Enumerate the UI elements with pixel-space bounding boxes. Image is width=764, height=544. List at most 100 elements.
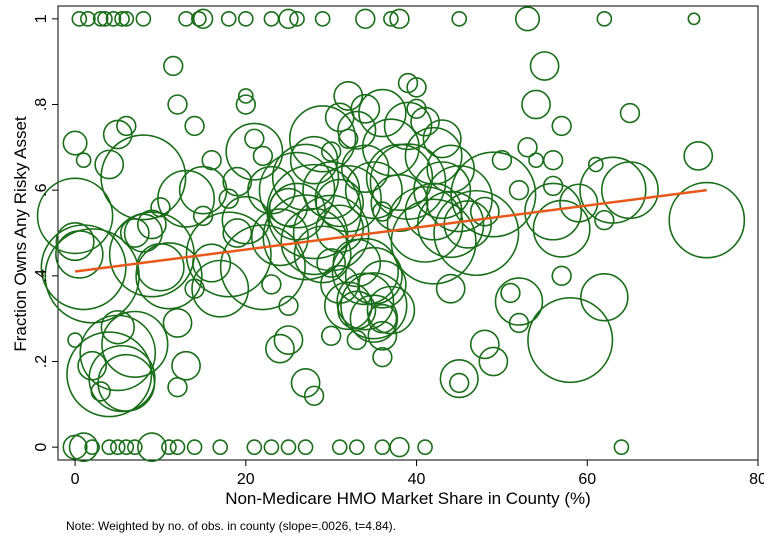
- data-point: [109, 439, 126, 455]
- data-point: [500, 282, 521, 304]
- data-point: [390, 198, 477, 285]
- data-point: [358, 88, 407, 138]
- data-point: [579, 156, 647, 224]
- data-point: [320, 264, 360, 304]
- data-point: [278, 295, 299, 317]
- data-point: [261, 274, 282, 295]
- data-point: [417, 439, 433, 455]
- data-point: [191, 11, 207, 27]
- data-point: [258, 151, 336, 229]
- data-point: [169, 439, 186, 455]
- data-point: [366, 285, 416, 335]
- data-point: [422, 119, 462, 159]
- data-point: [600, 161, 659, 220]
- data-point: [293, 225, 352, 284]
- data-point: [508, 179, 530, 201]
- data-point: [119, 218, 150, 248]
- data-point: [101, 310, 169, 379]
- data-point: [55, 221, 95, 262]
- x-tick-label: 20: [237, 471, 255, 488]
- data-point: [491, 149, 513, 171]
- data-point: [469, 196, 500, 227]
- data-point: [252, 145, 274, 167]
- data-point: [314, 165, 382, 233]
- data-point: [580, 272, 629, 322]
- data-point: [273, 325, 304, 355]
- data-point: [263, 439, 280, 455]
- data-point: [406, 98, 427, 119]
- data-point: [246, 439, 263, 455]
- data-point: [167, 94, 188, 115]
- fit-line-layer: [74, 188, 707, 273]
- data-point: [314, 11, 331, 27]
- data-point: [397, 72, 419, 94]
- data-point: [114, 11, 130, 27]
- data-point: [389, 8, 410, 30]
- data-point: [219, 224, 306, 311]
- data-point: [323, 281, 373, 331]
- data-point: [551, 265, 572, 287]
- data-point: [62, 130, 88, 156]
- data-point: [150, 197, 171, 218]
- data-point: [514, 6, 541, 32]
- data-point: [508, 312, 530, 334]
- data-point: [100, 134, 187, 221]
- data-point: [40, 224, 127, 311]
- data-point: [331, 439, 348, 455]
- data-point: [105, 11, 122, 27]
- data-point: [185, 211, 272, 298]
- data-point: [268, 182, 326, 241]
- data-point: [171, 350, 201, 381]
- data-point: [365, 143, 434, 211]
- data-point: [478, 346, 509, 377]
- data-point: [372, 347, 393, 368]
- data-point: [346, 329, 367, 351]
- data-point: [367, 320, 398, 351]
- data-point: [116, 115, 137, 137]
- y-tick-label: .4: [33, 269, 50, 282]
- data-point: [587, 156, 604, 173]
- data-point: [594, 209, 615, 231]
- data-point: [521, 89, 551, 120]
- data-point: [135, 11, 152, 27]
- data-point: [100, 309, 135, 345]
- data-point: [184, 115, 205, 137]
- data-point: [316, 248, 347, 278]
- data-point: [551, 115, 572, 137]
- data-point: [426, 144, 475, 194]
- data-point: [244, 128, 265, 149]
- data-point: [163, 55, 184, 77]
- data-point: [118, 11, 135, 27]
- data-point: [97, 11, 113, 27]
- data-point: [225, 122, 284, 181]
- data-point: [344, 161, 403, 220]
- chart-note: Note: Weighted by no. of obs. in county …: [66, 519, 396, 533]
- data-point: [68, 432, 99, 463]
- data-point: [435, 273, 466, 304]
- data-point: [320, 325, 342, 346]
- data-point: [349, 294, 399, 343]
- data-point: [289, 135, 339, 185]
- data-point: [389, 436, 410, 458]
- data-point: [75, 152, 92, 169]
- data-point: [288, 105, 357, 173]
- data-point: [383, 101, 433, 151]
- data-point: [66, 331, 153, 418]
- data-point: [186, 439, 203, 455]
- y-tick-label: .6: [33, 183, 50, 196]
- data-point: [619, 102, 641, 124]
- x-tick-label: 0: [71, 471, 80, 488]
- data-point: [80, 11, 96, 27]
- data-point: [333, 81, 364, 111]
- data-point: [668, 181, 746, 259]
- y-tick-label: .2: [33, 355, 50, 368]
- x-tick-label: 40: [408, 471, 426, 488]
- plot-area: [57, 5, 759, 461]
- data-point: [527, 297, 614, 384]
- data-point: [220, 11, 237, 27]
- data-point: [101, 439, 118, 455]
- data-point: [137, 432, 167, 463]
- data-point: [439, 359, 479, 399]
- data-point: [162, 308, 193, 338]
